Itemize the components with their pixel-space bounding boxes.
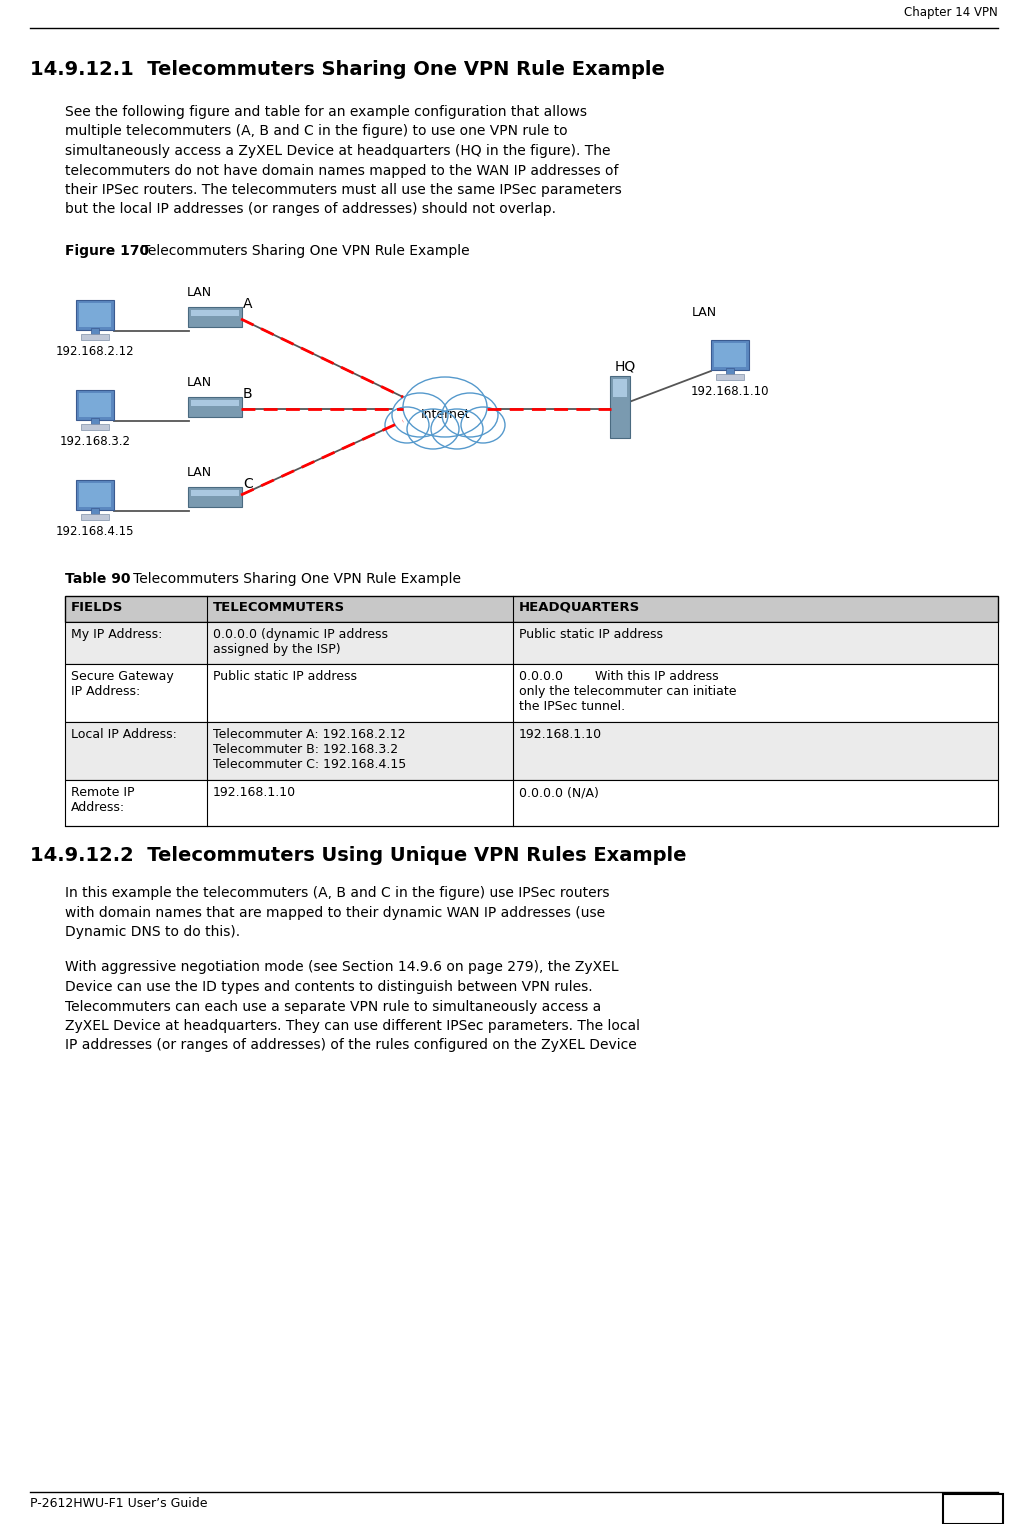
Text: Dynamic DNS to do this).: Dynamic DNS to do this). bbox=[65, 925, 241, 939]
Text: Telecommuter B: 192.168.3.2: Telecommuter B: 192.168.3.2 bbox=[213, 744, 398, 756]
Text: Telecommuters can each use a separate VPN rule to simultaneously access a: Telecommuters can each use a separate VP… bbox=[65, 1000, 601, 1013]
FancyBboxPatch shape bbox=[613, 379, 627, 396]
Text: the IPSec tunnel.: the IPSec tunnel. bbox=[519, 700, 625, 713]
FancyBboxPatch shape bbox=[91, 418, 99, 424]
FancyBboxPatch shape bbox=[188, 306, 242, 328]
Text: Remote IP: Remote IP bbox=[71, 786, 135, 799]
Ellipse shape bbox=[386, 407, 429, 443]
Text: assigned by the ISP): assigned by the ISP) bbox=[213, 643, 340, 655]
Text: their IPSec routers. The telecommuters must all use the same IPSec parameters: their IPSec routers. The telecommuters m… bbox=[65, 183, 622, 197]
Text: Table 90: Table 90 bbox=[65, 572, 131, 587]
Text: Figure 170: Figure 170 bbox=[65, 244, 149, 258]
FancyBboxPatch shape bbox=[191, 491, 238, 495]
Text: LAN: LAN bbox=[692, 306, 718, 319]
FancyBboxPatch shape bbox=[79, 393, 111, 418]
Text: Secure Gateway: Secure Gateway bbox=[71, 671, 174, 683]
FancyBboxPatch shape bbox=[65, 780, 998, 826]
Text: with domain names that are mapped to their dynamic WAN IP addresses (use: with domain names that are mapped to the… bbox=[65, 905, 605, 919]
Text: In this example the telecommuters (⁠A⁠, ⁠B⁠ and ⁠C⁠ in the figure) use IPSec rou: In this example the telecommuters (⁠A⁠, … bbox=[65, 885, 610, 901]
FancyBboxPatch shape bbox=[726, 367, 734, 373]
Text: telecommuters do not have domain names mapped to the WAN IP addresses of: telecommuters do not have domain names m… bbox=[65, 163, 619, 177]
Text: Telecommuters Sharing One VPN Rule Example: Telecommuters Sharing One VPN Rule Examp… bbox=[133, 244, 470, 258]
Text: IP addresses (or ranges of addresses) of the rules configured on the ZyXEL Devic: IP addresses (or ranges of addresses) of… bbox=[65, 1038, 636, 1053]
FancyBboxPatch shape bbox=[65, 722, 998, 780]
Ellipse shape bbox=[442, 393, 498, 437]
FancyBboxPatch shape bbox=[715, 373, 744, 379]
FancyBboxPatch shape bbox=[79, 483, 111, 507]
Text: 192.168.2.12: 192.168.2.12 bbox=[56, 344, 135, 358]
Text: Device can use the ID types and contents to distinguish between VPN rules.: Device can use the ID types and contents… bbox=[65, 980, 592, 994]
Text: LAN: LAN bbox=[187, 376, 212, 389]
Text: Public static IP address: Public static IP address bbox=[519, 628, 663, 642]
Text: HQ: HQ bbox=[615, 360, 636, 373]
FancyBboxPatch shape bbox=[76, 390, 114, 421]
Text: My IP Address:: My IP Address: bbox=[71, 628, 162, 642]
Text: HEADQUARTERS: HEADQUARTERS bbox=[519, 600, 640, 614]
Text: multiple telecommuters (⁠A⁠, ⁠B⁠ and ⁠C⁠ in the figure) to use one VPN rule to: multiple telecommuters (⁠A⁠, ⁠B⁠ and ⁠C⁠… bbox=[65, 125, 567, 139]
Text: 192.168.1.10: 192.168.1.10 bbox=[519, 728, 602, 741]
Text: 0.0.0.0 (N/A): 0.0.0.0 (N/A) bbox=[519, 786, 598, 799]
Text: C: C bbox=[243, 477, 253, 491]
Text: Telecommuter C: 192.168.4.15: Telecommuter C: 192.168.4.15 bbox=[213, 757, 406, 771]
FancyBboxPatch shape bbox=[610, 376, 630, 437]
FancyBboxPatch shape bbox=[91, 328, 99, 334]
Text: 192.168.1.10: 192.168.1.10 bbox=[213, 786, 296, 799]
FancyBboxPatch shape bbox=[714, 343, 746, 367]
Ellipse shape bbox=[403, 376, 487, 437]
Text: Telecommuter A: 192.168.2.12: Telecommuter A: 192.168.2.12 bbox=[213, 728, 405, 741]
Text: ZyXEL Device at headquarters. They can use different IPSec parameters. The local: ZyXEL Device at headquarters. They can u… bbox=[65, 1020, 640, 1033]
Text: P-2612HWU-F1 User’s Guide: P-2612HWU-F1 User’s Guide bbox=[30, 1497, 208, 1510]
FancyBboxPatch shape bbox=[81, 514, 109, 520]
Text: Telecommuters Sharing One VPN Rule Example: Telecommuters Sharing One VPN Rule Examp… bbox=[120, 572, 461, 587]
FancyBboxPatch shape bbox=[191, 309, 238, 315]
Ellipse shape bbox=[461, 407, 505, 443]
Text: simultaneously access a ZyXEL Device at headquarters (⁠HQ⁠ in the figure). The: simultaneously access a ZyXEL Device at … bbox=[65, 143, 611, 158]
Text: With aggressive negotiation mode (see ⁠Section 14.9.6 on page 279⁠), the ZyXEL: With aggressive negotiation mode (see ⁠S… bbox=[65, 960, 619, 974]
Ellipse shape bbox=[431, 408, 483, 450]
Text: 0.0.0.0 (dynamic IP address: 0.0.0.0 (dynamic IP address bbox=[213, 628, 388, 642]
Text: 0.0.0.0        With this IP address: 0.0.0.0 With this IP address bbox=[519, 671, 719, 683]
Text: 283: 283 bbox=[947, 1500, 999, 1522]
FancyBboxPatch shape bbox=[76, 300, 114, 331]
FancyBboxPatch shape bbox=[188, 396, 242, 418]
FancyBboxPatch shape bbox=[79, 303, 111, 328]
Text: Address:: Address: bbox=[71, 802, 125, 814]
Text: IP Address:: IP Address: bbox=[71, 684, 140, 698]
Text: B: B bbox=[243, 387, 253, 401]
Text: 192.168.4.15: 192.168.4.15 bbox=[56, 524, 135, 538]
Ellipse shape bbox=[407, 408, 458, 450]
Text: 192.168.3.2: 192.168.3.2 bbox=[60, 434, 131, 448]
FancyBboxPatch shape bbox=[65, 622, 998, 664]
FancyBboxPatch shape bbox=[711, 340, 749, 370]
Ellipse shape bbox=[392, 393, 448, 437]
Text: only the telecommuter can initiate: only the telecommuter can initiate bbox=[519, 684, 736, 698]
Text: TELECOMMUTERS: TELECOMMUTERS bbox=[213, 600, 345, 614]
Text: A: A bbox=[243, 297, 253, 311]
Text: Chapter 14 VPN: Chapter 14 VPN bbox=[905, 6, 998, 18]
FancyBboxPatch shape bbox=[188, 488, 242, 507]
Text: but the local IP addresses (or ranges of addresses) should not overlap.: but the local IP addresses (or ranges of… bbox=[65, 203, 556, 216]
FancyBboxPatch shape bbox=[65, 596, 998, 622]
Text: LAN: LAN bbox=[187, 287, 212, 299]
Text: Public static IP address: Public static IP address bbox=[213, 671, 357, 683]
Text: Local IP Address:: Local IP Address: bbox=[71, 728, 177, 741]
Text: 14.9.12.2  Telecommuters Using Unique VPN Rules Example: 14.9.12.2 Telecommuters Using Unique VPN… bbox=[30, 846, 687, 866]
FancyBboxPatch shape bbox=[91, 507, 99, 514]
FancyBboxPatch shape bbox=[65, 664, 998, 722]
Text: FIELDS: FIELDS bbox=[71, 600, 123, 614]
FancyBboxPatch shape bbox=[943, 1494, 1003, 1524]
FancyBboxPatch shape bbox=[76, 480, 114, 511]
Text: Internet: Internet bbox=[420, 408, 470, 422]
Text: 192.168.1.10: 192.168.1.10 bbox=[691, 386, 769, 398]
FancyBboxPatch shape bbox=[81, 424, 109, 430]
Text: 14.9.12.1  Telecommuters Sharing One VPN Rule Example: 14.9.12.1 Telecommuters Sharing One VPN … bbox=[30, 59, 665, 79]
Text: See the following figure and table for an example configuration that allows: See the following figure and table for a… bbox=[65, 105, 587, 119]
FancyBboxPatch shape bbox=[81, 334, 109, 340]
FancyBboxPatch shape bbox=[191, 399, 238, 405]
Text: LAN: LAN bbox=[187, 466, 212, 479]
